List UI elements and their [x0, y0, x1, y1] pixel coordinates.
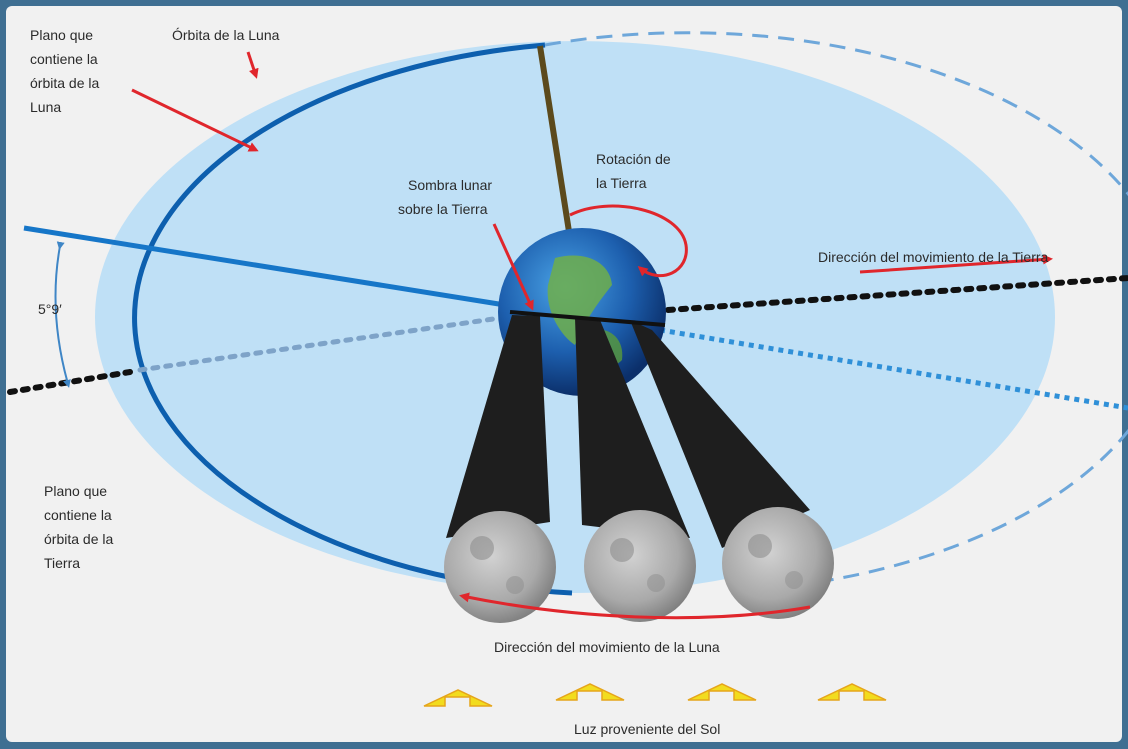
sun-arrow-1: [423, 689, 493, 707]
label-plane-earth-4: Tierra: [44, 555, 80, 571]
label-sunlight: Luz proveniente del Sol: [574, 721, 720, 737]
label-plane-moon-1: Plano que: [30, 27, 93, 43]
label-plane-earth-1: Plano que: [44, 483, 107, 499]
shadow-band: [509, 310, 666, 327]
moon-plane-line: [23, 225, 506, 308]
moon-2: [584, 510, 696, 622]
moon-orbit-near-side: [132, 42, 573, 596]
sun-arrow-3: [687, 683, 757, 701]
label-plane-moon-4: Luna: [30, 99, 61, 115]
earth-motion-arrow: [859, 254, 1053, 274]
label-lunar-shadow-2: sobre la Tierra: [398, 201, 488, 217]
lunar-shadow-arrow: [492, 223, 534, 311]
ecliptic-line-behind: [137, 315, 503, 373]
moon-3: [722, 507, 834, 619]
label-earth-rotation-1: Rotación de: [596, 151, 671, 167]
label-moon-motion: Dirección del movimiento de la Luna: [494, 639, 720, 655]
shadow-cone-1: [446, 315, 550, 538]
moon-plane-arrow: [131, 88, 259, 152]
earth-axis: [537, 45, 573, 239]
moon-1: [444, 511, 556, 623]
label-angle: 5°9′: [38, 301, 62, 317]
ecliptic-line-left: [7, 369, 133, 395]
label-earth-motion: Dirección del movimiento de la Tierra: [818, 249, 1049, 265]
angle-arc: [54, 241, 71, 388]
sun-arrow-2: [555, 683, 625, 701]
label-lunar-shadow-1: Sombra lunar: [408, 177, 492, 193]
label-plane-moon-2: contiene la: [30, 51, 98, 67]
shadow-cone-2: [575, 318, 690, 538]
earth-rotation-arrow: [569, 204, 688, 278]
moon-orbit-arrow: [246, 51, 259, 79]
moon-motion-arrow: [459, 592, 811, 620]
ecliptic-line-right: [665, 275, 1128, 313]
sun-arrow-4: [817, 683, 887, 701]
moon-orbit-far-side: [544, 31, 1128, 582]
label-moon-orbit: Órbita de la Luna: [172, 27, 280, 43]
label-plane-earth-3: órbita de la: [44, 531, 113, 547]
label-plane-moon-3: órbita de la: [30, 75, 99, 91]
label-earth-rotation-2: la Tierra: [596, 175, 647, 191]
shadow-cone-3: [630, 320, 810, 548]
label-plane-earth-2: contiene la: [44, 507, 112, 523]
sunlight-arrows: [423, 683, 887, 707]
